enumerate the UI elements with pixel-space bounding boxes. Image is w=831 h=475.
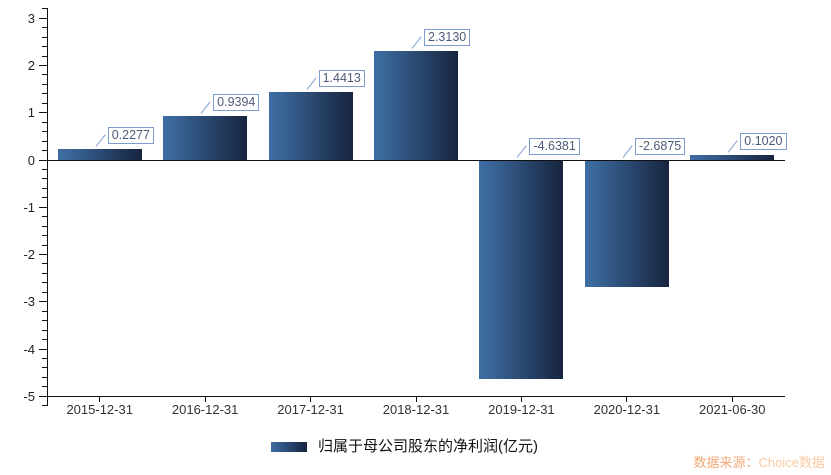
label-connector (622, 145, 633, 158)
y-tick-label: 2 (27, 58, 35, 73)
legend-label: 归属于母公司股东的净利润(亿元) (318, 438, 538, 455)
label-connector (200, 100, 211, 114)
y-tick-minor (42, 320, 47, 322)
x-tick (520, 396, 522, 402)
y-tick-label: 3 (27, 10, 35, 26)
bar-2021-06-30[interactable] (690, 155, 775, 160)
y-tick-minor (42, 121, 47, 123)
y-tick-major (39, 395, 47, 397)
y-tick-minor (42, 225, 47, 227)
x-tick-label: 2019-12-31 (488, 402, 555, 417)
y-tick-minor (42, 178, 47, 180)
y-tick-minor (42, 282, 47, 284)
y-tick-label: -1 (23, 199, 35, 215)
y-tick-minor (42, 357, 47, 359)
label-connector (95, 134, 106, 148)
y-tick-label: 1 (27, 105, 35, 121)
y-tick-minor (42, 93, 47, 95)
y-tick-minor (42, 376, 47, 378)
y-tick-major (39, 112, 47, 114)
y-tick-minor (42, 8, 47, 10)
x-tick (415, 396, 417, 402)
y-tick-major (39, 17, 47, 19)
x-tick (731, 396, 733, 402)
bar-2017-12-31[interactable] (268, 91, 353, 160)
label-connector (411, 36, 422, 49)
y-tick-minor (42, 150, 47, 152)
y-tick-minor (42, 339, 47, 341)
x-tick-label: 2020-12-31 (593, 402, 661, 417)
y-tick-minor (42, 102, 47, 104)
y-tick-minor (42, 140, 47, 142)
y-tick-minor (42, 329, 47, 331)
value-label: 0.1020 (740, 133, 787, 151)
y-tick-minor (42, 216, 47, 218)
y-tick-minor (42, 131, 47, 133)
y-tick-minor (42, 386, 47, 388)
x-tick-label: 2018-12-31 (382, 402, 450, 417)
x-tick (626, 396, 628, 402)
x-tick-label: 2015-12-31 (66, 402, 133, 417)
value-label: 0.9394 (213, 93, 260, 111)
y-tick-minor (42, 263, 47, 265)
y-tick-minor (42, 244, 47, 246)
y-tick-minor (42, 36, 47, 38)
y-axis-line (47, 8, 48, 406)
label-connector (517, 145, 528, 158)
value-label: -2.6875 (634, 138, 686, 155)
legend[interactable]: 归属于母公司股东的净利润(亿元) (271, 435, 538, 456)
y-tick-major (39, 159, 47, 161)
y-tick-minor (42, 74, 47, 76)
bar-2015-12-31[interactable] (57, 149, 142, 160)
label-connector (306, 77, 317, 90)
y-tick-minor (42, 367, 47, 369)
y-tick-minor (42, 197, 47, 199)
value-label: -4.6381 (529, 138, 580, 155)
x-tick-label: 2017-12-31 (277, 402, 344, 417)
bar-2019-12-31[interactable] (479, 160, 564, 380)
y-tick-minor (42, 55, 47, 57)
data-source-name: Choice数据 (758, 455, 825, 470)
value-label: 0.2277 (107, 127, 154, 145)
y-tick-major (39, 301, 47, 303)
y-tick-minor (42, 27, 47, 29)
label-connector (727, 140, 738, 153)
y-tick-label: -5 (23, 388, 35, 404)
legend-swatch (271, 441, 307, 452)
y-tick-minor (42, 405, 47, 407)
x-tick-label: 2021-06-30 (699, 402, 766, 417)
x-tick (204, 396, 206, 402)
bar-2016-12-31[interactable] (163, 115, 248, 160)
y-tick-label: -4 (23, 341, 35, 357)
value-label: 2.3130 (424, 28, 471, 46)
y-tick-minor (42, 168, 47, 170)
y-tick-major (39, 65, 47, 66)
y-tick-minor (42, 310, 47, 312)
data-source-watermark: 数据来源：Choice数据 (694, 452, 825, 471)
y-tick-minor (42, 83, 47, 85)
y-tick-minor (42, 187, 47, 189)
value-label: 1.4413 (318, 69, 365, 87)
bar-2020-12-31[interactable] (584, 160, 669, 287)
x-tick (310, 396, 312, 402)
y-tick-label: -3 (23, 294, 35, 310)
y-tick-major (39, 206, 47, 208)
y-tick-label: 0 (27, 152, 35, 168)
y-tick-minor (42, 46, 47, 48)
y-tick-major (39, 348, 47, 350)
y-tick-minor (42, 272, 47, 274)
y-tick-minor (42, 291, 47, 293)
x-tick-label: 2016-12-31 (171, 402, 239, 417)
y-tick-minor (42, 235, 47, 237)
y-tick-label: -2 (23, 247, 35, 262)
y-tick-major (39, 254, 47, 255)
x-tick (99, 396, 101, 402)
data-source-prefix: 数据来源： (693, 455, 759, 470)
zero-line (47, 159, 785, 161)
bar-2018-12-31[interactable] (374, 50, 458, 160)
